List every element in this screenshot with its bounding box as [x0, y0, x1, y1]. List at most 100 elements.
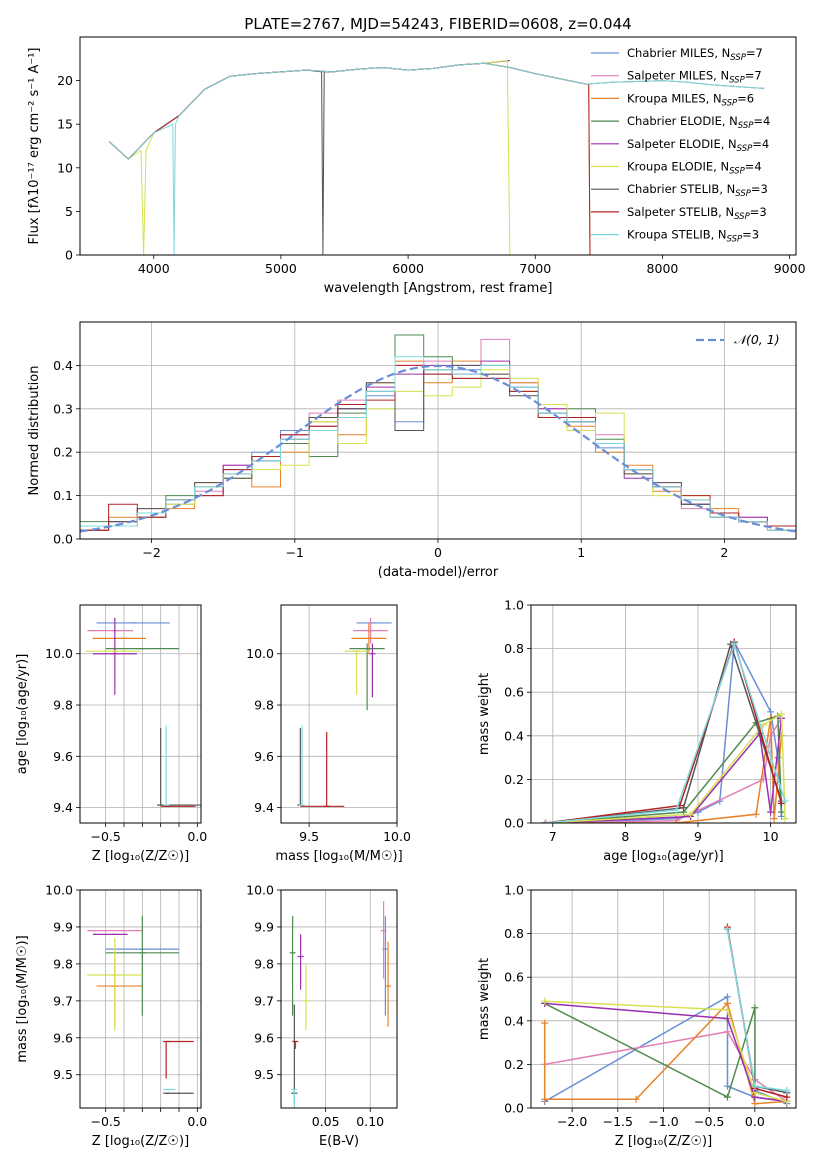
x-tick-label: 7000	[519, 261, 551, 276]
x-tick-label: −2.0	[557, 1114, 587, 1129]
legend-tail: =4	[753, 114, 770, 128]
weight-marker-8	[723, 925, 731, 933]
chart-title: PLATE=2767, MJD=54243, FIBERID=0608, z=0…	[244, 15, 631, 33]
weight-marker-5	[687, 810, 695, 818]
y-tick-label: 9.9	[53, 919, 73, 934]
legend-tail: =3	[751, 182, 768, 196]
weight-marker-2	[632, 1095, 640, 1103]
y-tick-label: 0.0	[53, 532, 73, 547]
y-axis-label: mass weight	[477, 958, 492, 1040]
legend-sub: SSP	[737, 144, 753, 154]
x-tick-label: 0.05	[312, 1114, 340, 1129]
weight-marker-7	[783, 1093, 791, 1101]
y-tick-label: 15	[57, 117, 73, 132]
legend-entry-0: Chabrier MILES, NSSP=7	[627, 46, 763, 63]
age-weight-panel: 7 8 9 10 0.0 0.2 0.4 0.6 0.8 1.0 age [log₁₀(age/yr…	[477, 598, 797, 864]
y-tick-label: 9.7	[53, 993, 73, 1008]
y-tick-label: 20	[57, 73, 73, 88]
y-tick-label: 9.6	[53, 1030, 73, 1045]
x-tick-label: 10	[763, 829, 779, 844]
weight-marker-3	[751, 1004, 759, 1012]
z-weight-frame	[530, 889, 797, 1109]
weight-marker-4	[767, 808, 775, 816]
y-axis-label: Flux [fλ10⁻¹⁷ erg cm⁻² s⁻¹ A⁻¹]	[27, 48, 42, 245]
z-mass-frame	[79, 889, 202, 1109]
x-tick-label: −2	[142, 545, 160, 560]
y-tick-label: 9.9	[254, 919, 274, 934]
weight-marker-2	[751, 1100, 759, 1108]
z-age-panel: −0.5 0.0 9.4 9.6 9.8 10.0 Z [log₁₀(Z/Z☉)] age […	[15, 604, 207, 864]
y-tick-label: 9.4	[254, 800, 274, 815]
x-tick-label: 9000	[774, 261, 806, 276]
weight-marker-2	[752, 810, 760, 818]
x-tick-label: 0.0	[187, 1114, 207, 1129]
y-tick-label: 9.8	[254, 698, 274, 713]
y-tick-label: 9.8	[53, 956, 73, 971]
spectrum-plot-area	[108, 59, 765, 255]
x-axis-label: (data-model)/error	[378, 565, 499, 580]
y-tick-label: 0.1	[53, 488, 73, 503]
age-weight-frame	[530, 604, 797, 824]
z-weight-panel: −2.0 −1.5 −1.0 −0.5 0.0 0.0 0.2 0.4 0.6 0.8 1.0 Z […	[477, 883, 797, 1149]
weight-marker-5	[723, 1006, 731, 1014]
y-tick-label: 0.2	[504, 1057, 524, 1072]
x-axis-label: wavelength [Angstrom, rest frame]	[324, 281, 553, 296]
weight-marker-5	[781, 815, 789, 823]
x-tick-label: 5000	[265, 261, 297, 276]
mass-age-panel: 9.5 10.0 9.4 9.6 9.8 10.0 mass [log₁₀(M/M☉)]	[246, 604, 411, 864]
legend-text: Chabrier MILES, N	[627, 46, 730, 60]
gaussian-curve	[80, 364, 796, 533]
y-tick-label: 9.4	[53, 800, 73, 815]
z-weight-plot-area	[541, 923, 791, 1108]
y-axis-label: age [log₁₀(age/yr)]	[15, 654, 30, 775]
y-axis-label: mass [log₁₀(M/M☉)]	[15, 935, 30, 1062]
y-tick-label: 9.8	[53, 698, 73, 713]
y-tick-label: 0.8	[504, 641, 524, 656]
ebv-mass-frame	[280, 889, 398, 1109]
x-tick-label: 0.0	[187, 829, 207, 844]
z-mass-plot-area	[87, 915, 194, 1094]
y-tick-label: 9.6	[254, 1030, 274, 1045]
y-tick-label: 0.4	[53, 358, 73, 373]
weight-marker-8	[781, 797, 789, 805]
legend-sub: SSP	[722, 98, 738, 108]
x-tick-label: −1.0	[648, 1114, 678, 1129]
legend-sub: SSP	[738, 121, 754, 131]
x-axis-label: Z [log₁₀(Z/Z☉)]	[92, 849, 189, 864]
x-tick-label: 8000	[647, 261, 679, 276]
weight-marker-0	[723, 1082, 731, 1090]
weight-marker-8	[730, 640, 738, 648]
legend-tail: =4	[745, 160, 762, 174]
y-tick-label: 10.0	[246, 646, 274, 661]
weight-marker-0	[723, 993, 731, 1001]
z-age-plot-area	[85, 617, 201, 807]
legend-sub: SSP	[729, 167, 745, 177]
spectrum-panel: 4000 5000 6000 7000 8000 9000 0 5 10 15 20 waveleng…	[27, 15, 806, 296]
y-tick-label: 0	[65, 248, 73, 263]
y-tick-label: 1.0	[504, 883, 524, 898]
legend-text: Kroupa MILES, N	[627, 91, 722, 105]
spectrum-frame	[79, 36, 797, 256]
residuals-panel: −2 −1 0 1 2 0.0 0.1 0.2 0.3 0.4 (data-model)/error…	[27, 321, 797, 580]
x-tick-label: 4000	[138, 261, 170, 276]
x-tick-label: −1.5	[603, 1114, 633, 1129]
x-axis-label: Z [log₁₀(Z/Z☉)]	[92, 1134, 189, 1149]
legend-entry-3: Chabrier ELODIE, NSSP=4	[627, 114, 770, 131]
legend-text: Salpeter ELODIE, N	[627, 137, 737, 151]
x-tick-label: 1	[577, 545, 585, 560]
x-tick-label: 7	[549, 829, 557, 844]
legend-text: Salpeter STELIB, N	[627, 205, 734, 219]
mass-age-frame	[280, 604, 398, 824]
y-tick-label: 0.4	[504, 1013, 524, 1028]
x-tick-label: 0	[434, 545, 442, 560]
x-axis-label: age [log₁₀(age/yr)]	[603, 849, 724, 864]
z-mass-panel: −0.5 0.0 9.5 9.6 9.7 9.8 9.9 10.0 Z [log₁₀(Z/Z☉)…	[15, 883, 207, 1150]
y-tick-label: 9.6	[254, 749, 274, 764]
z-age-frame	[79, 604, 202, 824]
residuals-frame	[79, 321, 797, 540]
x-tick-label: 9	[694, 829, 702, 844]
x-axis-label: mass [log₁₀(M/M☉)]	[275, 849, 402, 864]
legend-entry-1: Salpeter MILES, NSSP=7	[627, 69, 762, 86]
legend-gaussian-label: 𝒩(0, 1)	[734, 332, 780, 347]
residuals-plot-area	[80, 334, 796, 533]
